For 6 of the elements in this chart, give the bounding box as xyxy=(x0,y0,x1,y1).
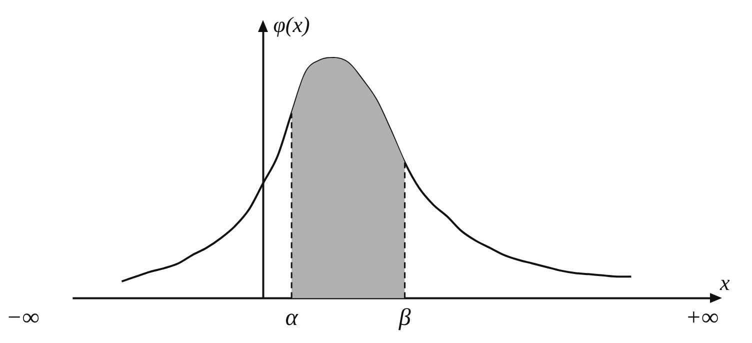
x-tick-label: +∞ xyxy=(685,304,719,331)
x-axis-title: x xyxy=(719,270,730,295)
x-tick-label: β xyxy=(398,304,411,331)
y-axis-title: φ(x) xyxy=(273,12,310,37)
x-tick-label: −∞ xyxy=(6,304,40,331)
x-tick-label: α xyxy=(285,304,298,331)
